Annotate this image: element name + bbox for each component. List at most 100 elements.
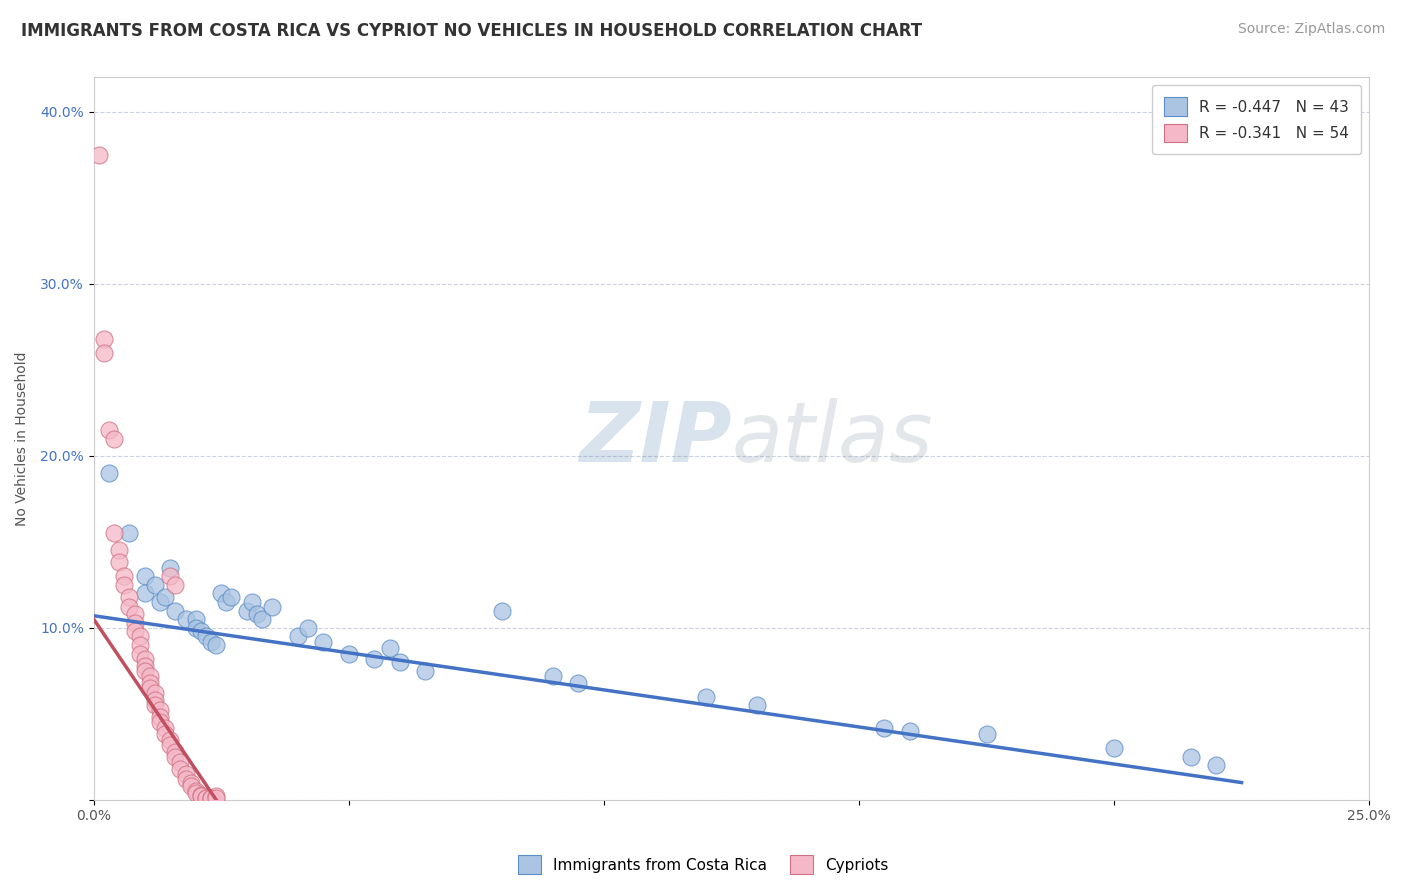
Text: IMMIGRANTS FROM COSTA RICA VS CYPRIOT NO VEHICLES IN HOUSEHOLD CORRELATION CHART: IMMIGRANTS FROM COSTA RICA VS CYPRIOT NO… <box>21 22 922 40</box>
Point <box>240 595 263 609</box>
Point <box>180 779 202 793</box>
Point <box>194 629 217 643</box>
Point <box>153 590 176 604</box>
Point <box>143 698 166 713</box>
Point <box>108 543 131 558</box>
Point <box>93 345 115 359</box>
Point <box>165 745 187 759</box>
Point <box>1205 758 1227 772</box>
Point <box>388 655 411 669</box>
Point <box>159 738 181 752</box>
Point <box>159 732 181 747</box>
Point <box>200 791 222 805</box>
Point <box>103 432 125 446</box>
Point <box>124 624 146 639</box>
Point <box>541 669 564 683</box>
Point <box>873 721 896 735</box>
Point <box>169 755 191 769</box>
Point <box>297 621 319 635</box>
Legend: R = -0.447   N = 43, R = -0.341   N = 54: R = -0.447 N = 43, R = -0.341 N = 54 <box>1152 85 1361 154</box>
Point <box>143 693 166 707</box>
Point <box>200 634 222 648</box>
Text: ZIP: ZIP <box>579 398 731 479</box>
Point <box>149 710 172 724</box>
Point <box>190 624 212 639</box>
Point <box>1102 741 1125 756</box>
Point <box>108 556 131 570</box>
Point <box>200 791 222 805</box>
Point <box>250 612 273 626</box>
Point <box>745 698 768 713</box>
Point <box>112 578 135 592</box>
Point <box>205 789 228 804</box>
Point <box>415 664 437 678</box>
Point <box>134 586 156 600</box>
Point <box>118 590 141 604</box>
Point <box>153 721 176 735</box>
Point <box>174 767 197 781</box>
Point <box>143 578 166 592</box>
Point <box>246 607 269 621</box>
Text: atlas: atlas <box>731 398 934 479</box>
Point <box>337 647 360 661</box>
Point <box>149 595 172 609</box>
Point <box>98 423 121 437</box>
Point <box>221 590 243 604</box>
Point <box>1180 749 1202 764</box>
Point <box>139 669 162 683</box>
Point <box>134 664 156 678</box>
Y-axis label: No Vehicles in Household: No Vehicles in Household <box>15 351 30 526</box>
Point <box>159 560 181 574</box>
Point <box>491 604 513 618</box>
Point <box>165 604 187 618</box>
Point <box>215 595 238 609</box>
Point <box>118 600 141 615</box>
Point <box>139 681 162 695</box>
Point <box>118 526 141 541</box>
Point <box>87 148 110 162</box>
Point <box>194 791 217 805</box>
Point <box>190 788 212 802</box>
Point <box>153 727 176 741</box>
Point <box>184 621 207 635</box>
Point <box>134 658 156 673</box>
Point <box>128 647 150 661</box>
Point <box>124 607 146 621</box>
Point <box>184 784 207 798</box>
Point <box>174 612 197 626</box>
Point <box>205 791 228 805</box>
Point <box>134 569 156 583</box>
Point <box>209 586 232 600</box>
Point <box>169 762 191 776</box>
Point <box>262 600 284 615</box>
Point <box>184 612 207 626</box>
Point <box>287 629 309 643</box>
Point <box>165 749 187 764</box>
Point <box>312 634 335 648</box>
Point <box>976 727 998 741</box>
Point <box>103 526 125 541</box>
Point <box>93 332 115 346</box>
Point <box>236 604 259 618</box>
Point <box>128 638 150 652</box>
Point <box>143 686 166 700</box>
Point <box>139 675 162 690</box>
Point <box>205 638 228 652</box>
Point <box>165 578 187 592</box>
Point <box>567 675 589 690</box>
Point <box>363 651 385 665</box>
Point <box>174 772 197 786</box>
Point <box>180 775 202 789</box>
Point <box>98 466 121 480</box>
Point <box>134 651 156 665</box>
Point <box>194 791 217 805</box>
Legend: Immigrants from Costa Rica, Cypriots: Immigrants from Costa Rica, Cypriots <box>512 849 894 880</box>
Point <box>149 715 172 730</box>
Point <box>112 569 135 583</box>
Point <box>190 789 212 804</box>
Point <box>378 641 401 656</box>
Point <box>128 629 150 643</box>
Point <box>695 690 717 704</box>
Point <box>184 786 207 800</box>
Point <box>149 703 172 717</box>
